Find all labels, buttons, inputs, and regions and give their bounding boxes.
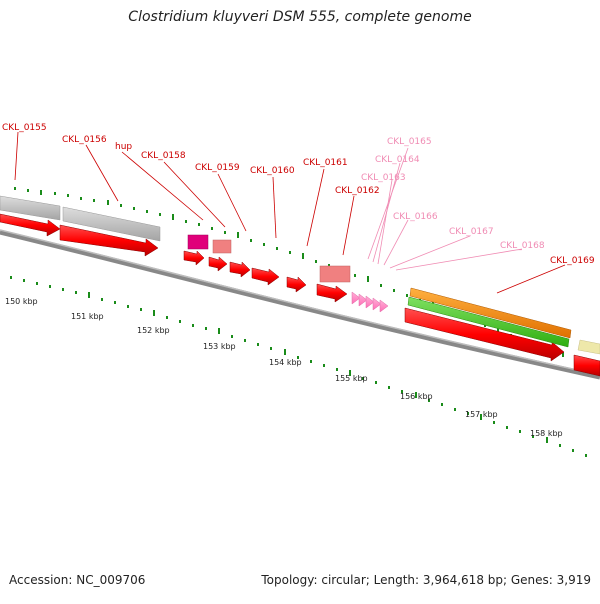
genome-summary-text: Topology: circular; Length: 3,964,618 bp…	[261, 573, 591, 587]
tick-label: 156 kbp	[400, 392, 433, 401]
gene-label[interactable]: CKL_0160	[250, 166, 295, 176]
tick-labels: 150 kbp 151 kbp 152 kbp 153 kbp 154 kbp …	[5, 297, 563, 438]
accession-text: Accession: NC_009706	[9, 573, 146, 587]
feature-salmon-2[interactable]	[319, 265, 351, 283]
gene-label[interactable]: CKL_0163	[361, 173, 406, 183]
gene-label[interactable]: CKL_0162	[335, 186, 380, 196]
inner-tick-row	[10, 276, 587, 457]
feature-salmon-1[interactable]	[212, 239, 232, 254]
gene-label[interactable]: CKL_0167	[449, 227, 494, 237]
cds-arrow[interactable]	[573, 354, 600, 377]
gene-label[interactable]: CKL_0155	[2, 123, 47, 133]
gene-label[interactable]: CKL_0164	[375, 155, 420, 165]
gene-label[interactable]: CKL_0156	[62, 135, 107, 145]
tick-label: 158 kbp	[530, 429, 563, 438]
tick-label: 154 kbp	[269, 358, 302, 367]
cds-arrow[interactable]	[229, 261, 251, 278]
cds-arrow[interactable]	[0, 213, 61, 237]
tick-label: 151 kbp	[71, 312, 104, 321]
trna-arrow[interactable]	[372, 297, 382, 311]
trna-arrow[interactable]	[379, 299, 389, 313]
tick-label: 157 kbp	[465, 410, 498, 419]
gene-labels: CKL_0155 CKL_0156 hup CKL_0158 CKL_0159 …	[2, 123, 595, 294]
gene-label[interactable]: hup	[115, 142, 132, 152]
cds-arrow[interactable]	[59, 224, 159, 257]
feature-orange[interactable]	[409, 287, 572, 339]
tick-label: 152 kbp	[137, 326, 170, 335]
gene-label[interactable]: CKL_0166	[393, 212, 438, 222]
feature-gray-1[interactable]	[0, 195, 61, 221]
tick-label: 150 kbp	[5, 297, 38, 306]
map-title: Clostridium kluyveri DSM 555, complete g…	[128, 9, 472, 25]
cds-arrow[interactable]	[404, 307, 565, 362]
gene-label[interactable]: CKL_0168	[500, 241, 545, 251]
genome-backbone	[0, 229, 600, 380]
cds-arrow[interactable]	[251, 267, 280, 286]
feature-magenta[interactable]	[187, 234, 209, 250]
gene-label[interactable]: CKL_0169	[550, 256, 595, 266]
cds-arrow[interactable]	[208, 256, 228, 272]
tick-label: 155 kbp	[335, 374, 368, 383]
trna-arrow[interactable]	[365, 295, 375, 309]
trna-arrow[interactable]	[358, 293, 368, 307]
trna-arrows	[351, 291, 389, 313]
trna-arrow[interactable]	[351, 291, 361, 305]
cds-arrow[interactable]	[183, 250, 205, 266]
feature-green[interactable]	[407, 296, 570, 348]
feature-khaki[interactable]	[577, 339, 600, 355]
cds-arrow[interactable]	[286, 276, 307, 293]
tick-label: 153 kbp	[203, 342, 236, 351]
cds-arrows	[0, 213, 600, 377]
cds-arrow[interactable]	[316, 283, 348, 303]
gene-label[interactable]: CKL_0159	[195, 163, 240, 173]
gene-label[interactable]: CKL_0158	[141, 151, 186, 161]
gene-label[interactable]: CKL_0161	[303, 158, 348, 168]
gene-label[interactable]: CKL_0165	[387, 137, 432, 147]
feature-gray-2[interactable]	[62, 206, 161, 242]
